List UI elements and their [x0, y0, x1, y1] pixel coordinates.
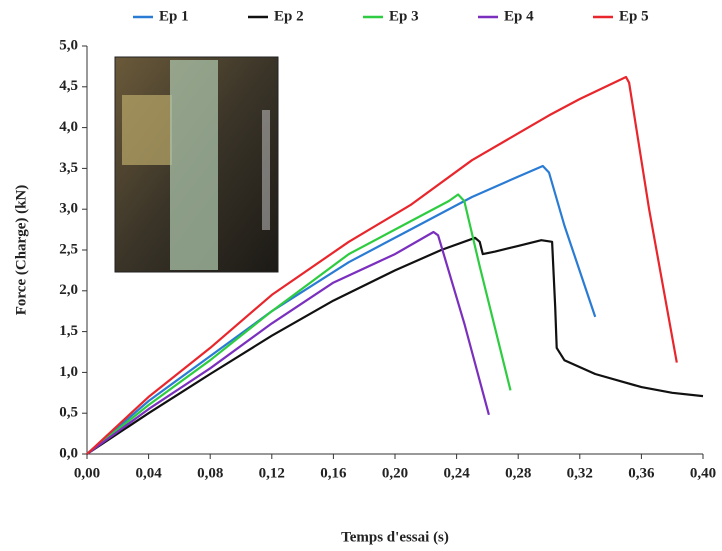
series-line — [86, 164, 597, 455]
legend-label: Ep 4 — [504, 8, 534, 24]
x-tick-label: 0,08 — [197, 465, 223, 481]
y-tick-label: 3,5 — [59, 160, 78, 176]
x-tick-label: 0,40 — [690, 465, 716, 481]
y-tick-label: 0,5 — [59, 405, 78, 421]
y-tick-label: 3,0 — [59, 201, 78, 217]
legend-label: Ep 3 — [389, 8, 419, 24]
legend-label: Ep 5 — [619, 8, 649, 24]
x-axis-label: Temps d'essai (s) — [341, 529, 449, 545]
y-tick-label: 4,5 — [59, 78, 78, 94]
y-tick-label: 1,0 — [59, 364, 78, 380]
y-tick-label: 2,5 — [59, 241, 78, 257]
series-line — [86, 236, 704, 455]
y-tick-label: 0,0 — [59, 445, 78, 461]
x-tick-label: 0,32 — [567, 465, 593, 481]
x-tick-label: 0,00 — [74, 465, 100, 481]
x-tick-label: 0,24 — [443, 465, 470, 481]
y-tick-label: 1,5 — [59, 323, 78, 339]
x-tick-label: 0,16 — [320, 465, 347, 481]
y-tick-label: 4,0 — [59, 119, 78, 135]
y-tick-label: 2,0 — [59, 282, 78, 298]
y-axis-label: Force (Charge) (kN) — [13, 185, 29, 316]
x-tick-label: 0,12 — [259, 465, 285, 481]
series-line — [86, 230, 490, 455]
series-line — [86, 75, 678, 455]
series-line — [86, 193, 512, 455]
x-tick-label: 0,04 — [135, 465, 162, 481]
x-tick-label: 0,36 — [628, 465, 655, 481]
x-tick-label: 0,20 — [382, 465, 408, 481]
x-tick-label: 0,28 — [505, 465, 531, 481]
legend-label: Ep 1 — [159, 8, 189, 24]
inset-photo — [114, 56, 279, 273]
y-tick-label: 5,0 — [59, 37, 78, 53]
legend-label: Ep 2 — [274, 8, 304, 24]
